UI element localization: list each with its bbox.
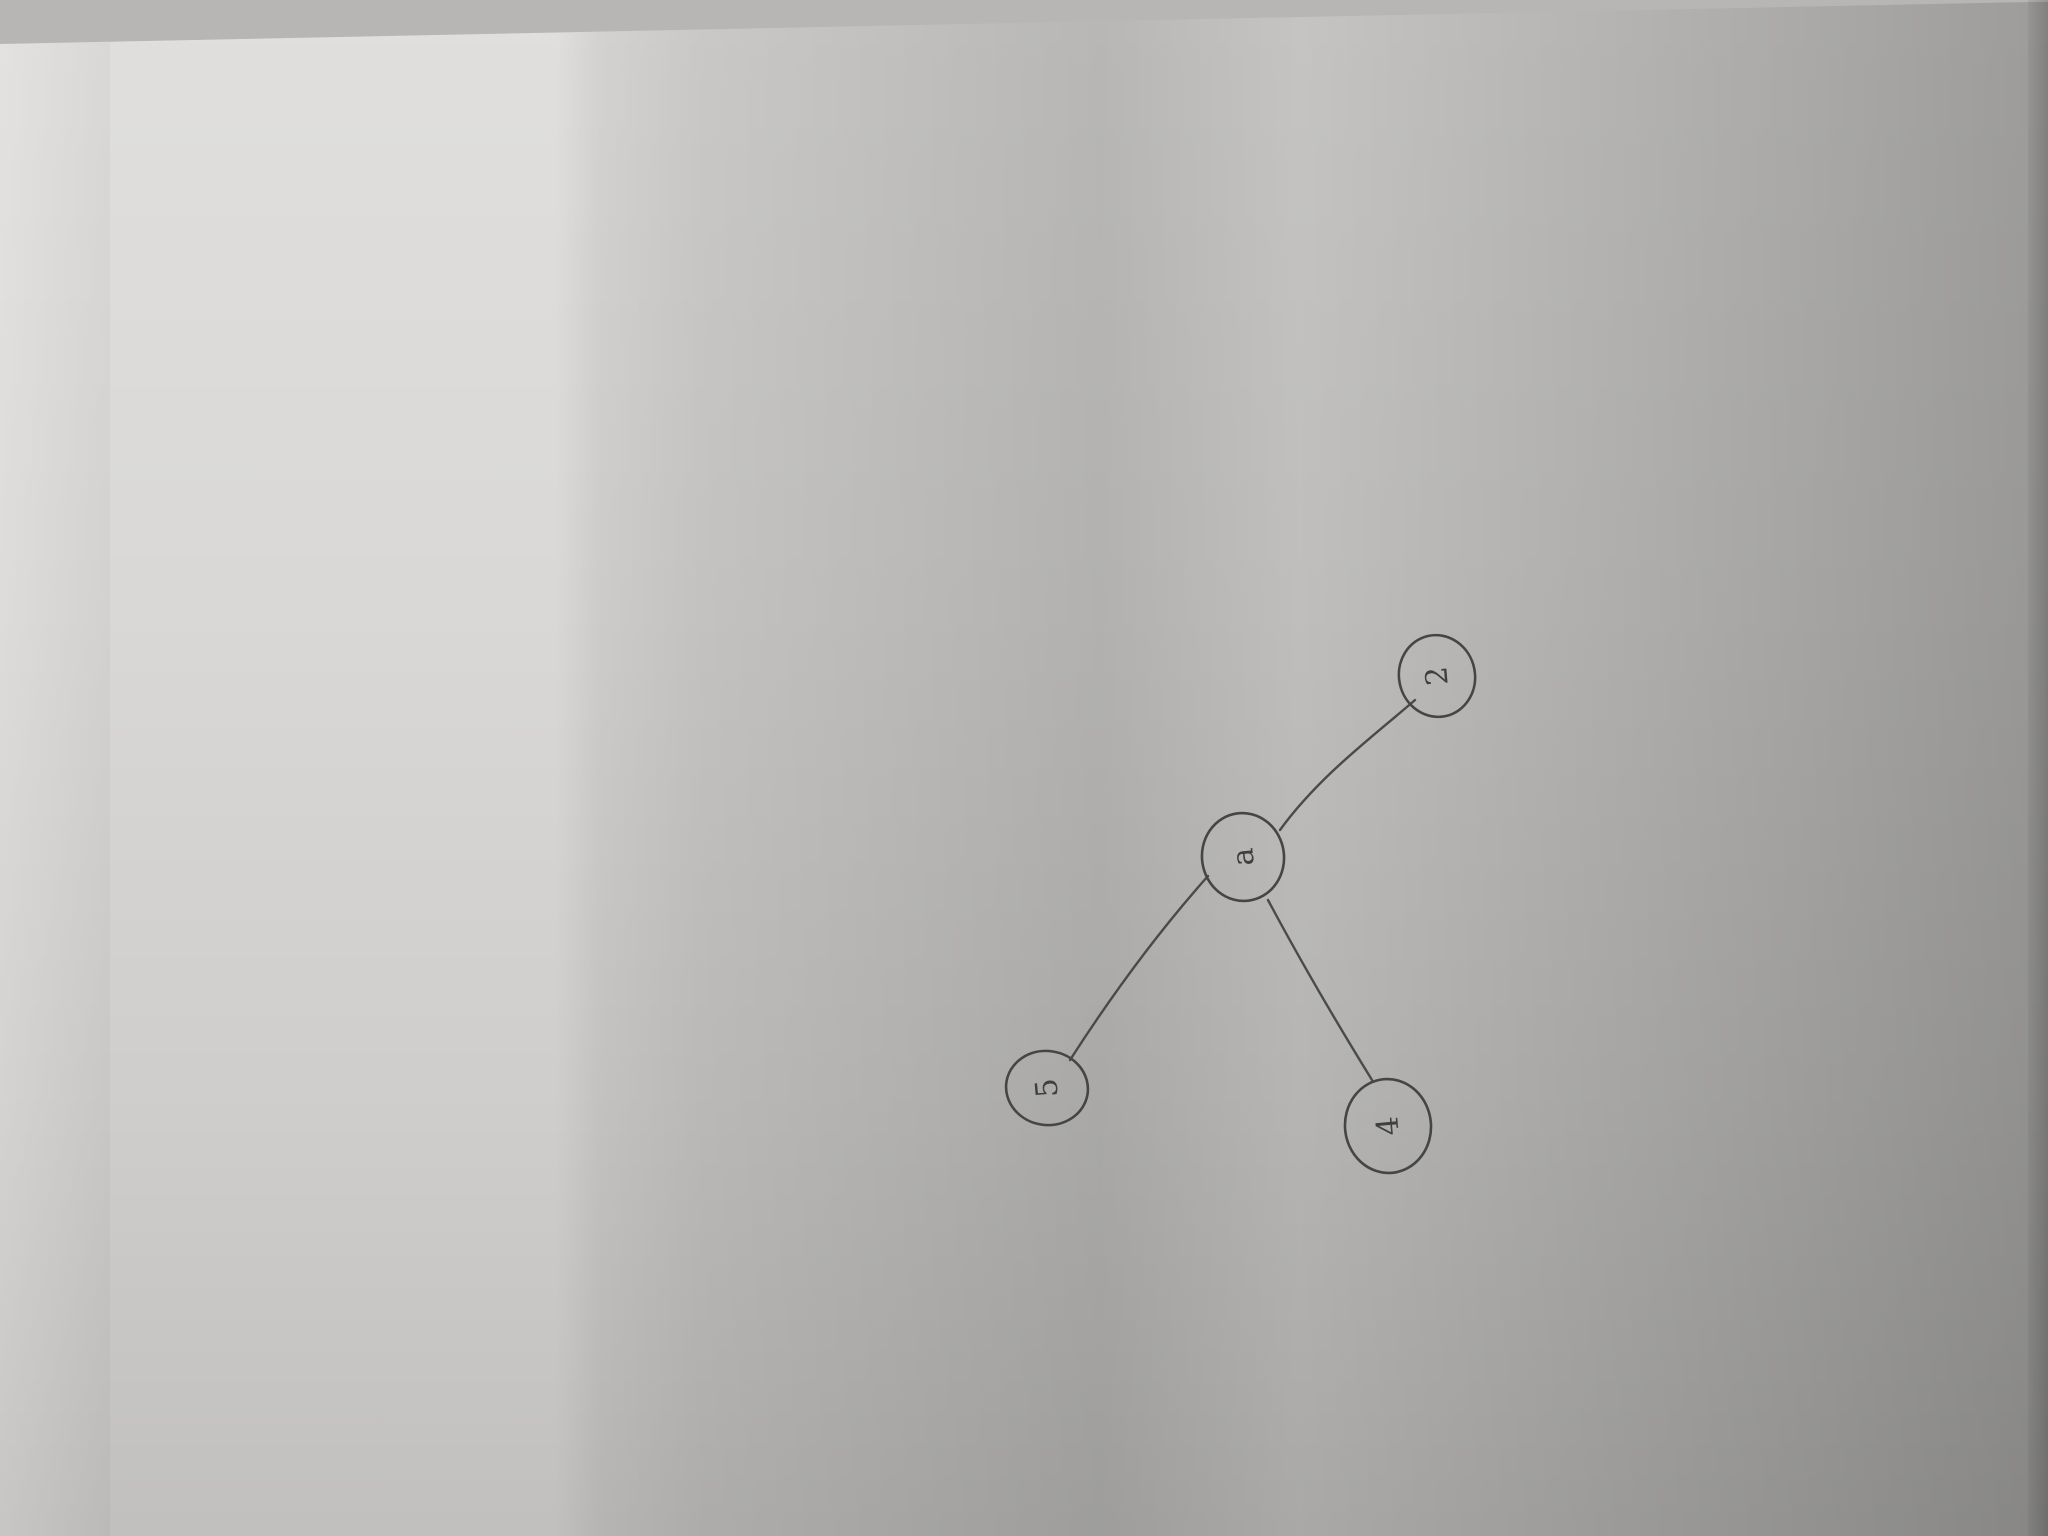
node-center-label: a bbox=[1225, 846, 1261, 867]
edge-center-bottom-left bbox=[1068, 874, 1210, 1062]
node-bottom-right-label: 4 bbox=[1370, 1115, 1407, 1137]
node-bottom-right: 4 bbox=[1343, 1077, 1433, 1175]
node-bottom-left-label: 5 bbox=[1029, 1077, 1066, 1099]
node-top: 2 bbox=[1397, 633, 1477, 719]
node-bottom-left-circle bbox=[1004, 1049, 1090, 1127]
node-top-label: 2 bbox=[1419, 665, 1456, 687]
edge-center-bottom-right bbox=[1266, 898, 1374, 1082]
edge-top-center bbox=[1278, 698, 1417, 832]
node-bottom-left: 5 bbox=[1004, 1049, 1090, 1127]
node-center: a bbox=[1200, 811, 1286, 903]
paper-left-margin bbox=[0, 42, 110, 1536]
node-top-circle bbox=[1397, 633, 1477, 719]
node-center-circle bbox=[1200, 811, 1286, 903]
paper-right-shadow bbox=[2028, 0, 2048, 1536]
node-bottom-right-circle bbox=[1343, 1077, 1433, 1175]
